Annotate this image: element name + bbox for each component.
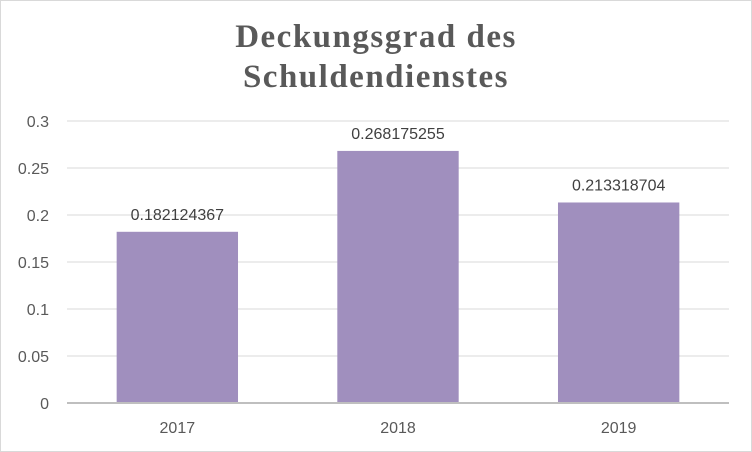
data-label: 0.182124367 (131, 207, 225, 224)
x-tick-label: 2017 (160, 420, 196, 437)
y-tick-label: 0.15 (18, 255, 49, 272)
y-tick-label: 0.3 (27, 114, 49, 131)
chart-title-line-2: Schuldendienstes (242, 59, 510, 95)
y-tick-label: 0.05 (18, 349, 49, 366)
x-tick-label: 2018 (380, 420, 416, 437)
y-tick-label: 0.25 (18, 161, 49, 178)
bar (337, 150, 459, 403)
y-tick-label: 0.2 (27, 208, 49, 225)
chart-title-line-1: Deckungsgrad des (235, 19, 517, 55)
x-tick-label: 2019 (601, 420, 637, 437)
bar (557, 202, 680, 403)
data-label: 0.213318704 (572, 177, 666, 194)
chart-title: Deckungsgrad des Schuldendienstes (1, 17, 751, 97)
y-tick-label: 0.1 (27, 302, 49, 319)
data-label: 0.268175255 (351, 126, 445, 143)
bar (116, 231, 239, 403)
y-tick-label: 0 (40, 396, 49, 413)
